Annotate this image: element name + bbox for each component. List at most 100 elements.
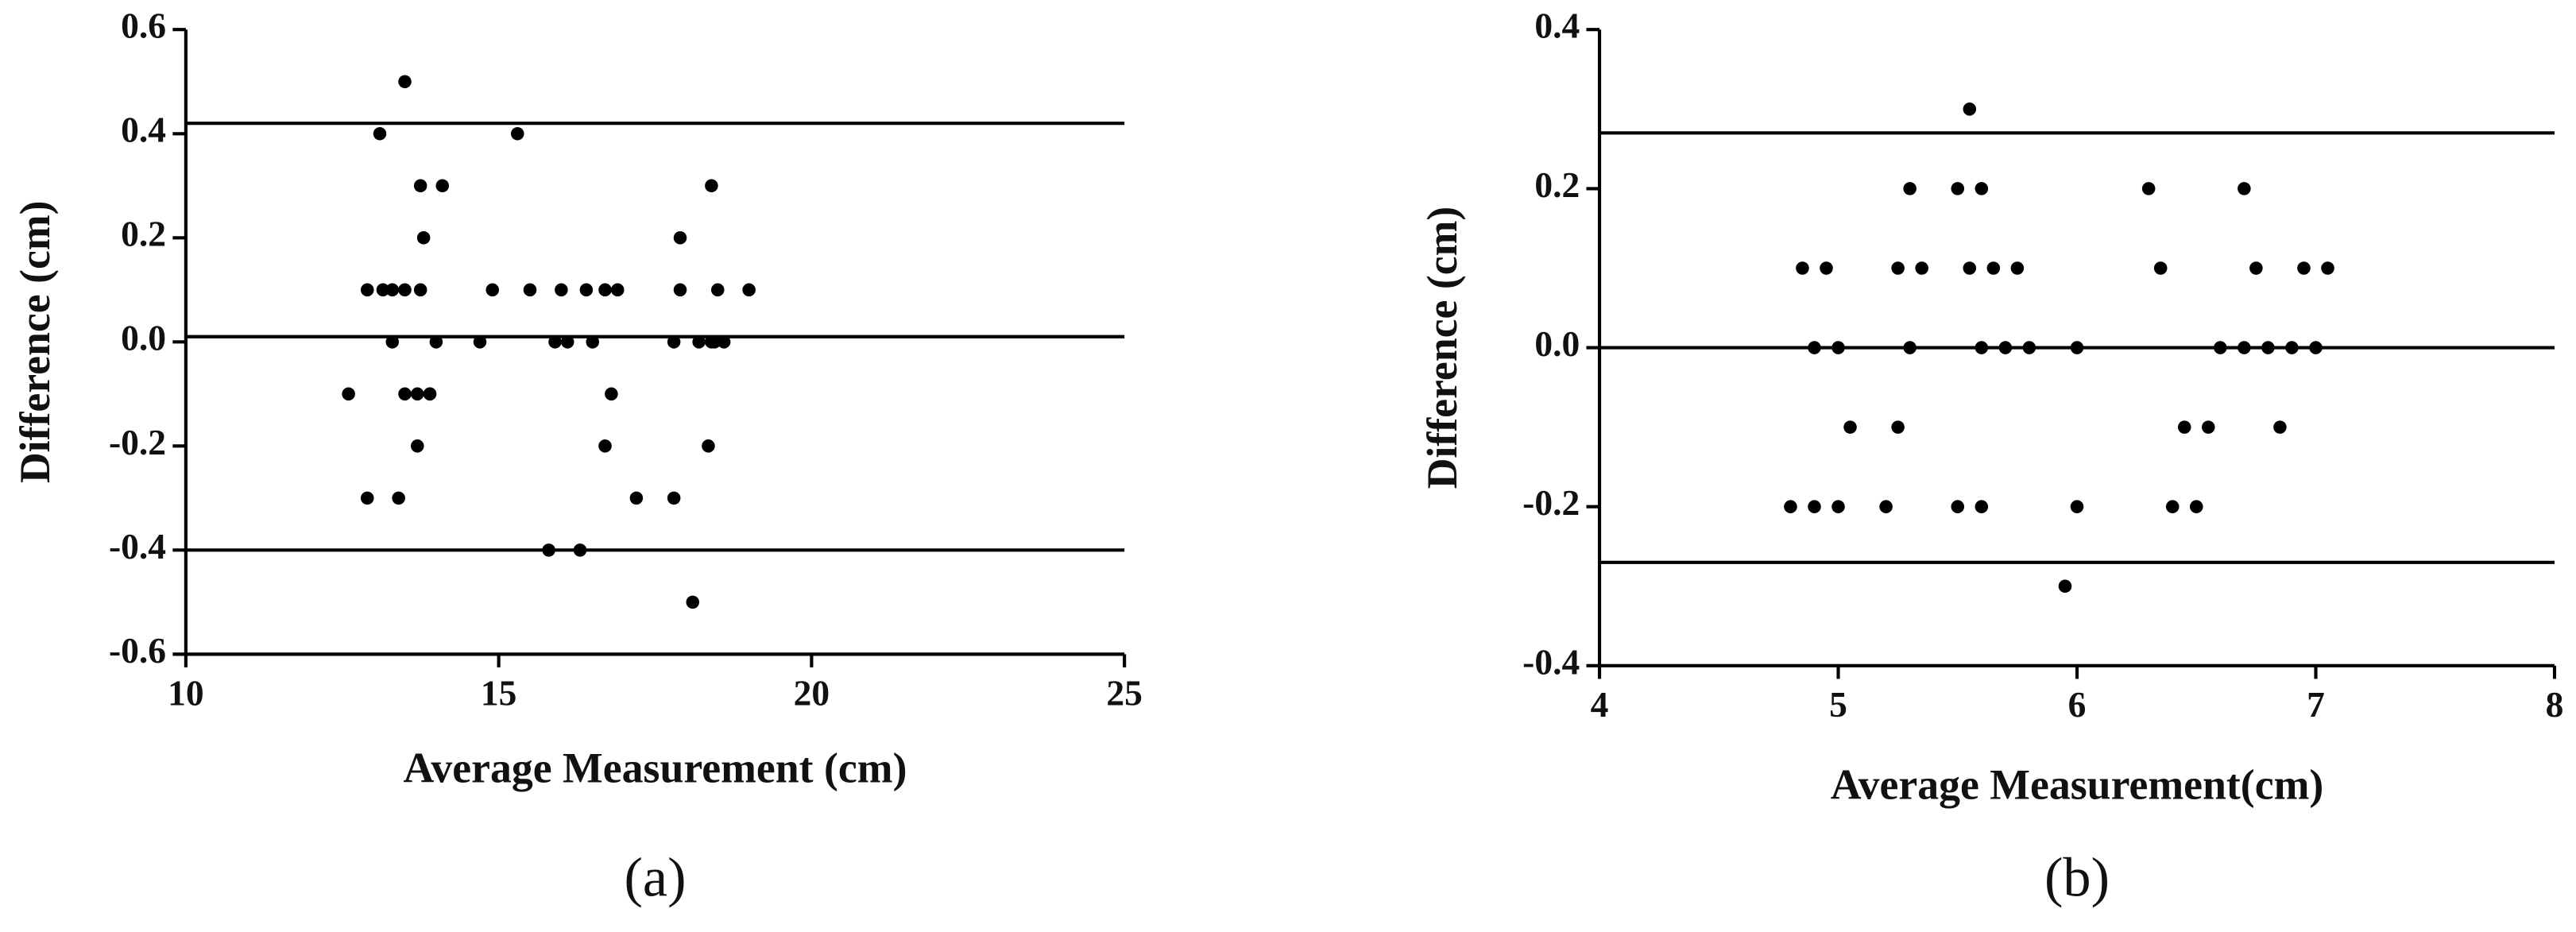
point — [373, 126, 387, 141]
point — [392, 491, 405, 505]
point — [542, 543, 555, 557]
y-tick-label: -0.4 — [109, 526, 166, 567]
caption: (a) — [624, 846, 686, 908]
point — [598, 439, 612, 453]
point — [523, 283, 537, 297]
point — [485, 283, 500, 297]
point — [692, 335, 706, 349]
point — [2022, 341, 2036, 354]
point — [2261, 341, 2275, 354]
point — [1820, 261, 1833, 275]
x-tick-label: 15 — [481, 673, 517, 714]
point — [605, 387, 618, 401]
point — [1975, 341, 1989, 354]
point — [573, 543, 587, 557]
point — [742, 283, 756, 297]
chart: 0.4 0.2 0.0 -0.2 -0.4 4 5 6 7 8 Average Measuremen… — [1418, 6, 2563, 909]
point — [429, 335, 443, 349]
point — [1975, 182, 1989, 195]
x-axis-label: Average Measurement(cm) — [1831, 760, 2324, 808]
point — [510, 126, 524, 141]
point — [717, 335, 731, 349]
y-tick-label: -0.6 — [109, 630, 166, 671]
point — [1998, 341, 2013, 354]
point — [1808, 500, 1821, 513]
point — [1808, 341, 1821, 354]
point — [385, 283, 400, 297]
point — [1843, 420, 1857, 434]
point — [579, 283, 594, 297]
point — [667, 491, 681, 505]
x-tick-label: 8 — [2546, 684, 2564, 725]
point — [385, 335, 400, 349]
point — [398, 387, 412, 401]
point — [410, 387, 424, 401]
x-tick-label: 25 — [1106, 673, 1143, 714]
point — [560, 335, 574, 349]
point — [1796, 261, 1809, 275]
point — [2297, 261, 2311, 275]
point — [629, 491, 644, 505]
point — [2238, 182, 2251, 195]
point — [1963, 102, 1977, 116]
point — [673, 283, 687, 297]
point — [2070, 341, 2084, 354]
x-tick-label: 5 — [1829, 684, 1847, 725]
point — [1903, 341, 1917, 354]
point — [2189, 500, 2203, 513]
point — [1951, 500, 1965, 513]
point — [1831, 341, 1845, 354]
point — [2285, 341, 2299, 354]
point — [1963, 261, 1977, 275]
y-tick-label: 0.4 — [1534, 6, 1580, 46]
point — [1975, 500, 1989, 513]
point — [423, 387, 437, 401]
point — [342, 387, 355, 401]
point — [360, 491, 374, 505]
y-tick-label: -0.2 — [109, 422, 166, 462]
point — [610, 283, 625, 297]
point — [473, 335, 487, 349]
y-axis-label: Difference (cm) — [1418, 207, 1466, 489]
point — [2177, 420, 2191, 434]
point — [376, 283, 390, 297]
x-tick-label: 10 — [168, 673, 204, 714]
point — [710, 283, 725, 297]
y-tick-label: 0.4 — [121, 110, 166, 150]
y-tick-label: 0.2 — [121, 214, 166, 254]
chart: 0.6 0.4 0.2 0.0 -0.2 -0.4 -0.610 15 20 25 Average … — [11, 6, 1143, 909]
point — [1915, 261, 1928, 275]
point — [2153, 261, 2168, 275]
point — [1951, 182, 1965, 195]
point — [1831, 500, 1845, 513]
point — [2214, 341, 2227, 354]
point — [398, 283, 412, 297]
point — [555, 283, 568, 297]
point — [548, 335, 562, 349]
point — [398, 75, 412, 89]
point — [586, 335, 600, 349]
x-tick-label: 7 — [2307, 684, 2325, 725]
point — [1879, 500, 1893, 513]
point — [1986, 261, 2001, 275]
point — [598, 283, 612, 297]
x-tick-label: 20 — [794, 673, 830, 714]
point — [413, 179, 427, 193]
point — [708, 335, 721, 349]
point — [2309, 341, 2323, 354]
y-axis-label: Difference (cm) — [11, 200, 59, 483]
point — [2238, 341, 2251, 354]
point — [1891, 261, 1905, 275]
point — [667, 335, 681, 349]
y-tick-label: 0.0 — [121, 318, 166, 358]
point — [1903, 182, 1917, 195]
point — [705, 179, 718, 193]
caption: (b) — [2044, 846, 2110, 908]
point — [673, 231, 687, 245]
point — [2249, 261, 2263, 275]
point — [2273, 420, 2287, 434]
point — [410, 439, 424, 453]
point — [1784, 500, 1797, 513]
y-tick-label: 0.2 — [1534, 164, 1580, 205]
